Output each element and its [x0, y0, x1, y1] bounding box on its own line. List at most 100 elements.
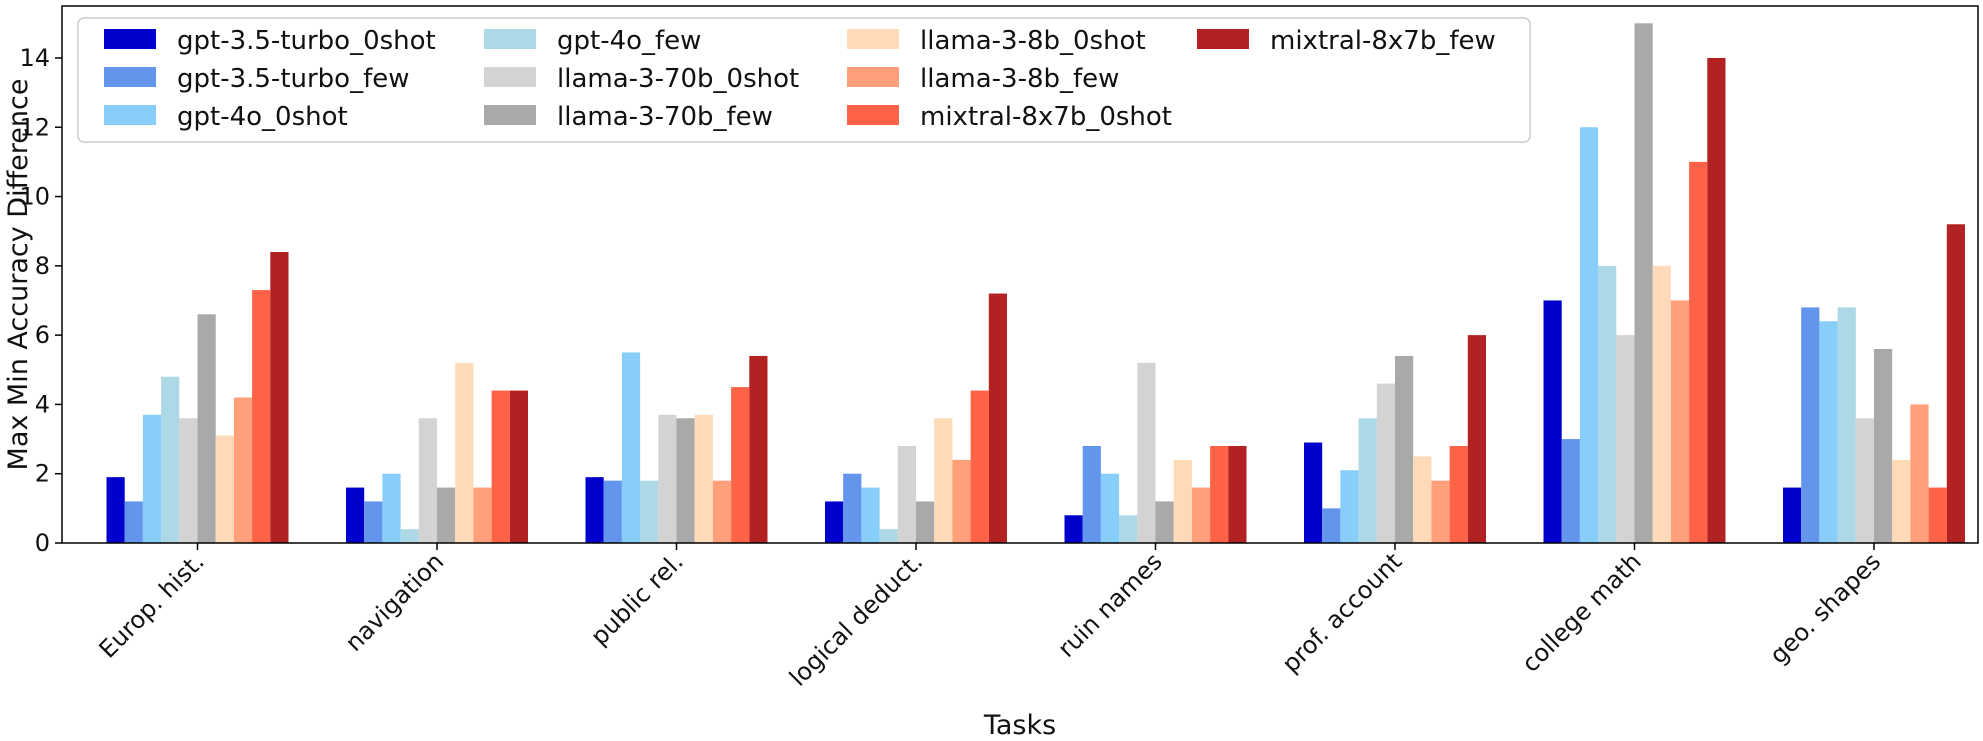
- bar: [142, 414, 162, 543]
- bar: [843, 473, 862, 543]
- bar: [585, 477, 604, 543]
- legend-label: llama-3-70b_0shot: [557, 64, 799, 94]
- y-tick-label: 12: [19, 113, 50, 141]
- bar: [1928, 487, 1947, 543]
- bar: [1801, 307, 1820, 543]
- bar: [712, 480, 732, 543]
- bar: [437, 487, 456, 543]
- x-tick-label: ruin names: [1052, 547, 1167, 662]
- bar: [1100, 473, 1120, 543]
- x-tick-label: geo. shapes: [1764, 547, 1886, 669]
- bar: [106, 477, 125, 543]
- bar: [1413, 456, 1432, 543]
- bar: [916, 501, 935, 543]
- bar: [879, 529, 898, 543]
- bar: [400, 529, 419, 543]
- bar: [621, 352, 641, 543]
- y-tick-label: 6: [35, 321, 50, 349]
- x-tick-label: logical deduct.: [784, 547, 928, 691]
- bar: [1064, 515, 1083, 543]
- bar: [252, 290, 271, 543]
- bar: [1819, 321, 1838, 543]
- x-axis-title: Tasks: [983, 710, 1056, 741]
- bar: [1228, 445, 1247, 543]
- bar: [1670, 300, 1690, 543]
- bar: [346, 487, 365, 543]
- bar: [749, 355, 768, 543]
- x-tick-label: prof. account: [1277, 547, 1408, 678]
- bar: [509, 390, 528, 543]
- bar: [1304, 442, 1323, 543]
- bar: [676, 418, 695, 543]
- bar: [1634, 23, 1653, 543]
- bar: [988, 293, 1007, 543]
- bar: [382, 473, 401, 543]
- bar: [1946, 224, 1965, 543]
- bar: [179, 418, 198, 543]
- x-tick-label: navigation: [340, 547, 449, 656]
- bar: [1543, 300, 1562, 543]
- bar: [124, 501, 143, 543]
- legend-frame: [77, 17, 1531, 143]
- x-tick-label: Europ. hist.: [94, 547, 210, 663]
- bar: [491, 390, 510, 543]
- bar: [1376, 383, 1395, 543]
- bar: [897, 445, 916, 543]
- bar: [731, 387, 750, 543]
- y-tick-label: 8: [35, 252, 50, 280]
- bar: [1855, 418, 1874, 543]
- bar: [1598, 265, 1617, 543]
- bar: [1449, 445, 1468, 543]
- x-tick-label: public rel.: [585, 547, 688, 650]
- legend-label: llama-3-70b_few: [557, 102, 773, 132]
- legend-swatch: [484, 29, 536, 49]
- bar: [1340, 470, 1359, 543]
- bar: [1191, 487, 1211, 543]
- bar: [825, 501, 844, 543]
- plot-frame: [61, 5, 1979, 544]
- bar: [1210, 445, 1229, 543]
- bars-layer: [106, 23, 1965, 544]
- bar: [1707, 57, 1726, 543]
- bar: [1082, 445, 1101, 543]
- bar: [1431, 480, 1450, 543]
- bar: [1395, 355, 1414, 543]
- y-tick-label: 10: [19, 183, 50, 211]
- y-tick-label: 14: [19, 44, 50, 72]
- bar: [1892, 459, 1911, 543]
- legend-swatch: [104, 29, 156, 49]
- legend-label: llama-3-8b_few: [920, 64, 1119, 94]
- legend: gpt-3.5-turbo_0shot gpt-3.5-turbo_few gpt-…: [77, 17, 1531, 143]
- legend-swatch: [104, 105, 156, 125]
- bar: [861, 487, 880, 543]
- bar: [1467, 335, 1486, 543]
- y-tick-label: 2: [35, 460, 50, 488]
- bar: [161, 376, 180, 543]
- bar: [1155, 501, 1174, 543]
- bar: [1119, 515, 1138, 543]
- bar: [1616, 335, 1635, 543]
- bar: [934, 418, 953, 543]
- bar: [1652, 265, 1671, 543]
- legend-label: mixtral-8x7b_few: [1270, 26, 1496, 56]
- bar: [1173, 459, 1192, 543]
- bar: [1561, 439, 1580, 543]
- legend-swatch: [847, 105, 899, 125]
- bar: [1137, 362, 1156, 543]
- legend-label: mixtral-8x7b_0shot: [920, 102, 1172, 132]
- bar: [215, 435, 234, 543]
- bar: [1358, 418, 1377, 543]
- bar: [658, 414, 677, 543]
- legend-swatch: [104, 67, 156, 87]
- bar: [1837, 307, 1856, 543]
- x-tick-label: college math: [1516, 547, 1646, 677]
- y-axis: 0 2 4 6 8 10 12 14: [19, 44, 62, 557]
- bar: [1783, 487, 1802, 543]
- bar: [455, 362, 474, 543]
- bar: [1874, 348, 1893, 543]
- bar: [233, 397, 253, 543]
- legend-label: gpt-3.5-turbo_few: [177, 64, 410, 94]
- y-tick-label: 0: [35, 529, 50, 557]
- bar: [1689, 161, 1708, 543]
- legend-swatch: [847, 29, 899, 49]
